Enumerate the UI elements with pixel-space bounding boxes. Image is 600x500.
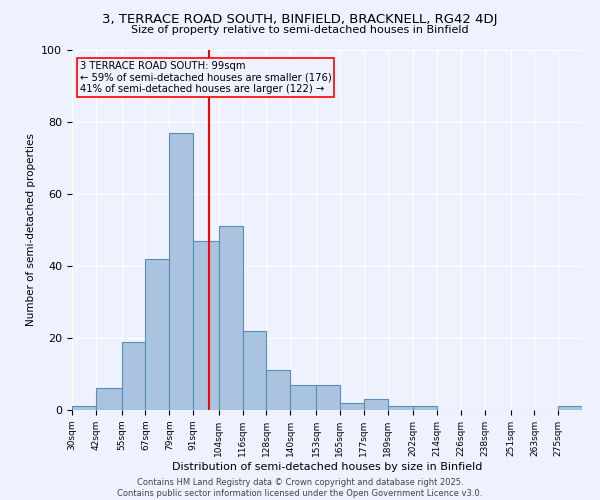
Y-axis label: Number of semi-detached properties: Number of semi-detached properties — [26, 134, 36, 326]
Bar — [193, 241, 219, 410]
Bar — [388, 406, 413, 410]
X-axis label: Distribution of semi-detached houses by size in Binfield: Distribution of semi-detached houses by … — [172, 462, 482, 471]
Bar — [122, 342, 145, 410]
Text: Contains HM Land Registry data © Crown copyright and database right 2025.
Contai: Contains HM Land Registry data © Crown c… — [118, 478, 482, 498]
Bar — [242, 331, 266, 410]
Bar — [72, 406, 96, 410]
Bar — [266, 370, 290, 410]
Bar — [96, 388, 122, 410]
Text: 3, TERRACE ROAD SOUTH, BINFIELD, BRACKNELL, RG42 4DJ: 3, TERRACE ROAD SOUTH, BINFIELD, BRACKNE… — [102, 12, 498, 26]
Bar — [316, 385, 340, 410]
Bar — [169, 133, 193, 410]
Bar — [364, 399, 388, 410]
Bar — [145, 259, 169, 410]
Bar — [340, 403, 364, 410]
Bar — [558, 406, 582, 410]
Text: 3 TERRACE ROAD SOUTH: 99sqm
← 59% of semi-detached houses are smaller (176)
41% : 3 TERRACE ROAD SOUTH: 99sqm ← 59% of sem… — [80, 61, 331, 94]
Bar — [290, 385, 316, 410]
Bar — [413, 406, 437, 410]
Bar — [219, 226, 242, 410]
Text: Size of property relative to semi-detached houses in Binfield: Size of property relative to semi-detach… — [131, 25, 469, 35]
